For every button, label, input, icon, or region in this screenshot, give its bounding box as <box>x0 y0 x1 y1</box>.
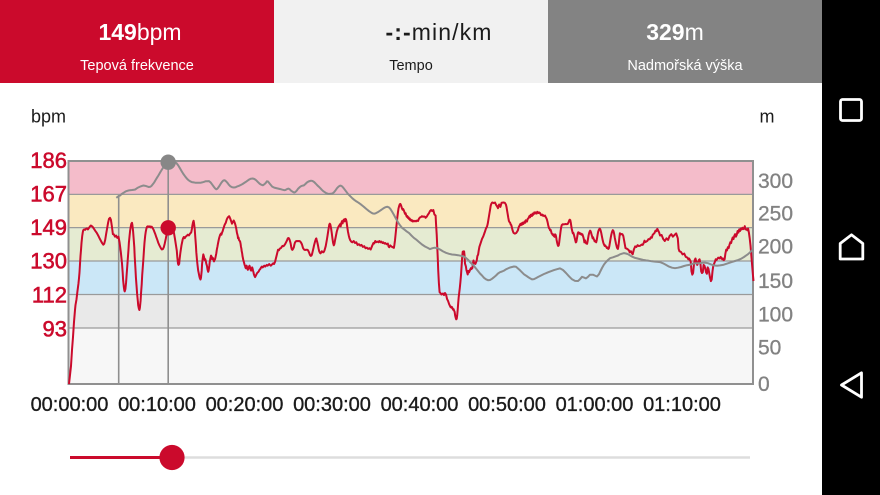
svg-text:150: 150 <box>758 270 793 293</box>
svg-text:200: 200 <box>758 236 793 259</box>
svg-text:00:20:00: 00:20:00 <box>206 394 284 416</box>
svg-text:01:10:00: 01:10:00 <box>643 394 721 416</box>
svg-text:93: 93 <box>43 317 67 342</box>
svg-text:130: 130 <box>30 249 67 274</box>
svg-text:00:10:00: 00:10:00 <box>118 394 196 416</box>
svg-text:00:00:00: 00:00:00 <box>31 394 109 416</box>
svg-text:00:30:00: 00:30:00 <box>293 394 371 416</box>
svg-text:01:00:00: 01:00:00 <box>556 394 634 416</box>
svg-text:250: 250 <box>758 203 793 226</box>
svg-text:167: 167 <box>30 181 67 206</box>
svg-text:186: 186 <box>30 148 67 173</box>
svg-text:0: 0 <box>758 373 770 396</box>
svg-text:m: m <box>760 107 775 127</box>
svg-text:00:50:00: 00:50:00 <box>468 394 546 416</box>
svg-text:100: 100 <box>758 304 793 327</box>
svg-text:50: 50 <box>758 337 781 360</box>
svg-text:bpm: bpm <box>31 107 66 127</box>
svg-text:300: 300 <box>758 170 793 193</box>
svg-text:00:40:00: 00:40:00 <box>381 394 459 416</box>
svg-text:112: 112 <box>32 283 67 308</box>
svg-text:149: 149 <box>30 215 67 240</box>
